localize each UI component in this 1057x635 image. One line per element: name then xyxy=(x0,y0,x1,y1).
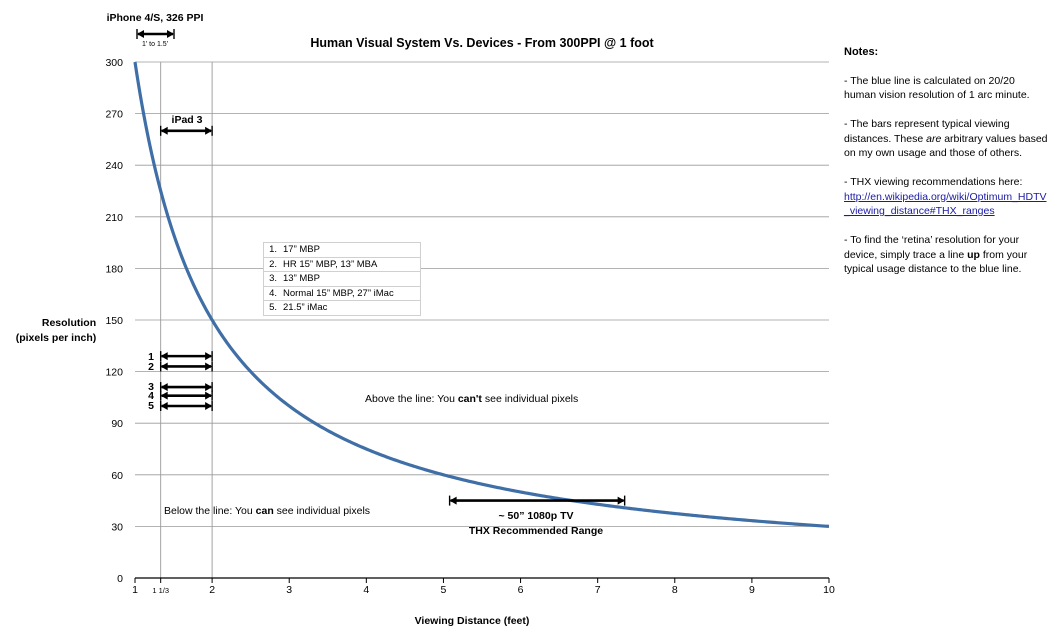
range-bars xyxy=(136,29,626,506)
iphone-label: iPhone 4/S, 326 PPI xyxy=(107,12,204,24)
device-legend-table: 1. 17” MBP 2. HR 15” MBP, 13” MBA 3. 13” MB… xyxy=(263,242,421,316)
note-blue-line: - The blue line is calculated on 20/20 h… xyxy=(844,74,1030,102)
table-row: 3. 13” MBP xyxy=(263,271,421,287)
note-thx: - THX viewing recommendations here: http:… xyxy=(844,176,1047,218)
range-bar-arrow-left xyxy=(160,383,168,392)
range-bar xyxy=(159,390,213,401)
iphone-range-label: 1' to 1.5' xyxy=(142,41,168,48)
range-bar xyxy=(159,382,213,393)
x-tick-label: 6 xyxy=(518,584,524,596)
y-tick-label: 150 xyxy=(105,315,123,327)
x-tick-label: 2 xyxy=(209,584,215,596)
x-tick-label: 4 xyxy=(363,584,369,596)
table-row: 5. 21.5” iMac xyxy=(263,300,421,316)
tv-label-line1: ~ 50” 1080p TV xyxy=(498,510,573,522)
x-tick-label-extra: 1 1/3 xyxy=(152,586,169,595)
axes xyxy=(134,577,830,583)
range-bar-arrow-left xyxy=(160,352,168,361)
bar-number-2: 2 xyxy=(148,361,154,373)
y-tick-label: 180 xyxy=(105,263,123,275)
row-number: 4. xyxy=(263,285,280,301)
range-bar-arrow-right xyxy=(205,402,213,410)
y-tick-label: 120 xyxy=(105,367,123,379)
annotation-above-line: Above the line: You can't see individual… xyxy=(365,393,578,405)
table-row: 2. HR 15” MBP, 13” MBA xyxy=(263,256,421,272)
y-tick-label: 30 xyxy=(111,521,123,533)
y-tick-label: 60 xyxy=(111,470,123,482)
notes-title: Notes: xyxy=(844,46,879,58)
range-bar-arrow-right xyxy=(205,362,213,371)
x-tick-label: 5 xyxy=(441,584,447,596)
range-bar xyxy=(159,351,213,362)
row-number: 3. xyxy=(263,271,280,287)
y-tick-label: 270 xyxy=(105,109,123,121)
x-tick-labels: 1 2 3 4 5 6 7 8 9 10 1 1/3 xyxy=(132,584,835,596)
note-bold-up: up xyxy=(967,248,980,261)
range-bar-arrow-right xyxy=(205,383,213,392)
row-device: Normal 15” MBP, 27” iMac xyxy=(280,285,421,301)
y-tick-label: 300 xyxy=(105,57,123,69)
row-number: 1. xyxy=(263,242,280,258)
x-tick-label: 3 xyxy=(286,584,292,596)
x-tick-label: 8 xyxy=(672,584,678,596)
range-bar xyxy=(448,495,626,506)
range-bar-arrow-left xyxy=(137,30,144,38)
range-bar xyxy=(159,125,213,136)
x-tick-label: 10 xyxy=(823,584,835,596)
x-axis-label: Viewing Distance (feet) xyxy=(415,615,530,627)
ipad3-label: iPad 3 xyxy=(172,114,203,126)
y-axis-label-line1: Resolution xyxy=(42,317,96,329)
bar-number-4: 4 xyxy=(148,390,154,402)
annotation-below-line: Below the line: You can see individual p… xyxy=(164,505,370,517)
tv-label-line2: THX Recommended Range xyxy=(469,525,603,537)
row-device: HR 15” MBP, 13” MBA xyxy=(280,256,421,272)
range-bar-arrow-left xyxy=(160,126,168,135)
range-bar-arrow-right xyxy=(205,126,213,135)
range-bar-arrow-left xyxy=(160,362,168,371)
range-bar xyxy=(159,401,213,411)
range-bar-arrow-left xyxy=(449,496,457,505)
notes-panel: Notes: - The blue line is calculated on … xyxy=(844,45,1049,291)
bar-number-3: 3 xyxy=(148,381,154,393)
row-number: 5. xyxy=(263,300,280,316)
y-axis-label-line2: (pixels per inch) xyxy=(16,332,97,344)
range-bar-arrow-left xyxy=(160,391,168,400)
range-bar-arrow-right xyxy=(167,30,174,38)
row-device: 13” MBP xyxy=(280,271,421,287)
range-bar-arrow-right xyxy=(205,391,213,400)
thx-wikipedia-link[interactable]: http://en.wikipedia.org/wiki/Optimum_HDT… xyxy=(844,190,1047,218)
x-tick-label: 1 xyxy=(132,584,138,596)
range-bar-arrow-left xyxy=(160,402,168,410)
y-tick-label: 210 xyxy=(105,212,123,224)
note-retina: - To find the ‘retina’ resolution for yo… xyxy=(844,234,1028,275)
range-bar-arrow-right xyxy=(205,352,213,361)
y-tick-label: 0 xyxy=(117,573,123,585)
table-row: 1. 17” MBP xyxy=(263,242,421,258)
note-emphasis: are xyxy=(926,132,942,145)
chart-title: Human Visual System Vs. Devices - From 3… xyxy=(310,36,654,50)
x-tick-label: 7 xyxy=(595,584,601,596)
range-bar xyxy=(159,361,213,372)
chart-svg: Human Visual System Vs. Devices - From 3… xyxy=(16,12,835,627)
grid-layer xyxy=(135,61,829,527)
range-bar xyxy=(136,29,175,39)
series-line-vision-limit xyxy=(133,61,830,528)
bar-number-5: 5 xyxy=(148,400,154,412)
x-tick-label: 9 xyxy=(749,584,755,596)
y-tick-labels: 0 30 60 90 120 150 180 210 240 270 300 xyxy=(105,57,123,585)
table-row: 4. Normal 15” MBP, 27” iMac xyxy=(263,285,421,301)
row-device: 17” MBP xyxy=(280,242,421,258)
y-tick-label: 90 xyxy=(111,418,123,430)
note-bars: - The bars represent typical viewing dis… xyxy=(844,118,1048,159)
range-bar-arrow-right xyxy=(617,496,625,505)
bar-number-1: 1 xyxy=(148,351,154,363)
row-device: 21.5” iMac xyxy=(280,300,421,316)
y-tick-label: 240 xyxy=(105,160,123,172)
row-number: 2. xyxy=(263,256,280,272)
